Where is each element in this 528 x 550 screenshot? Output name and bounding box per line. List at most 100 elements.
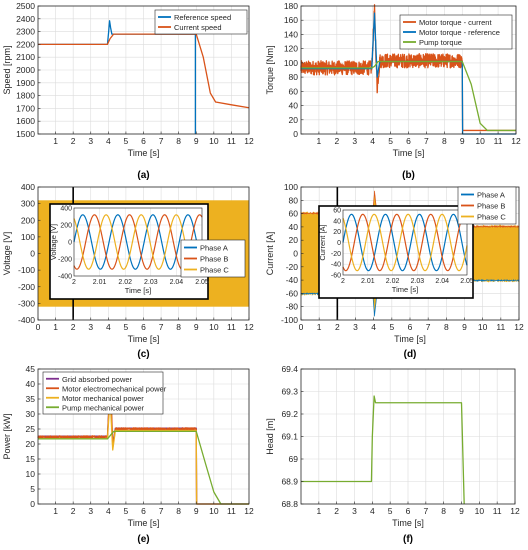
inset-x-tick: 2.01: [361, 278, 375, 285]
x-axis-label: Time [s]: [128, 518, 160, 528]
plot-series: [300, 4, 517, 135]
legend: Phase A Phase B Phase C: [457, 186, 517, 225]
x-tick-label: 8: [176, 506, 181, 516]
legend-entry: Pump mechanical power: [62, 403, 145, 412]
inset-x-tick: 2.05: [195, 279, 209, 286]
y-tick-label: 20: [289, 235, 299, 245]
x-tick-label: 6: [408, 322, 413, 332]
figure-caption: (d): [404, 349, 417, 360]
series-line-2: [38, 398, 249, 505]
y-tick-label: 2400: [16, 14, 35, 24]
inset-wave-2: [342, 213, 468, 272]
y-tick-label: 2500: [16, 1, 35, 11]
series-line-0: [300, 4, 517, 132]
inset-y-tick: 60: [333, 208, 341, 215]
x-tick-label: 6: [141, 322, 146, 332]
y-axis-label: Speed [rpm]: [2, 45, 12, 94]
x-tick-label: 3: [88, 506, 93, 516]
x-tick-label: 3: [352, 506, 357, 516]
y-tick-label: 80: [289, 72, 299, 82]
x-tick-label: 6: [141, 136, 146, 146]
x-tick-label: 0: [36, 322, 41, 332]
legend-entry: Grid absorbed power: [62, 375, 133, 384]
y-tick-label: 1700: [16, 103, 35, 113]
x-tick-label: 1: [53, 322, 58, 332]
x-tick-label: 4: [106, 322, 111, 332]
x-tick-label: 4: [370, 136, 375, 146]
inset-y-tick: -20: [331, 251, 341, 258]
inset-wave-0: [342, 213, 468, 272]
inset-y-tick: -40: [331, 262, 341, 269]
inset-x-tick: 2.03: [144, 279, 158, 286]
inset-x-tick: 2.05: [460, 278, 474, 285]
x-tick-label: 8: [444, 322, 449, 332]
x-tick-label: 11: [227, 506, 236, 516]
x-tick-label: 10: [209, 136, 219, 146]
x-tick-label: 1: [316, 506, 321, 516]
y-tick-label: 69.3: [281, 387, 298, 397]
y-tick-label: -100: [281, 315, 298, 325]
y-tick-label: 30: [26, 409, 36, 419]
y-tick-label: 100: [284, 182, 298, 192]
x-tick-label: 2: [335, 322, 340, 332]
inset-y-tick: 40: [333, 218, 341, 225]
y-tick-label: 20: [26, 439, 36, 449]
x-tick-label: 7: [426, 322, 431, 332]
x-tick-label: 9: [462, 322, 467, 332]
y-tick-label: 69.1: [281, 432, 298, 442]
series-line-1: [38, 33, 250, 109]
y-axis-label: Power [kW]: [2, 413, 12, 459]
figure-caption: (a): [137, 170, 149, 181]
x-tick-label: 8: [176, 136, 181, 146]
figure-caption: (e): [137, 534, 149, 545]
y-tick-label: 35: [26, 394, 36, 404]
y-tick-label: 100: [284, 58, 298, 68]
legend-entry: Phase B: [477, 202, 505, 211]
y-axis-label: Head [m]: [265, 418, 275, 455]
y-tick-label: 1600: [16, 116, 35, 126]
x-tick-label: 7: [423, 506, 428, 516]
y-tick-label: 0: [30, 249, 35, 259]
inset-x-tick: 2.03: [411, 278, 425, 285]
x-tick-label: 7: [159, 322, 164, 332]
y-tick-label: 2200: [16, 39, 35, 49]
y-tick-label: 200: [21, 215, 35, 225]
inset-y-tick: 0: [68, 240, 72, 247]
x-axis-label: Time [s]: [393, 148, 425, 158]
y-tick-label: 100: [21, 232, 35, 242]
y-tick-label: 300: [21, 199, 35, 209]
x-tick-label: 3: [352, 136, 357, 146]
x-tick-label: 7: [159, 506, 164, 516]
y-tick-label: -20: [286, 262, 299, 272]
y-tick-label: 1500: [16, 129, 35, 139]
inset-x-tick: 2.02: [386, 278, 400, 285]
x-tick-label: 9: [460, 136, 465, 146]
y-tick-label: 2300: [16, 27, 35, 37]
y-tick-label: 68.8: [281, 499, 298, 509]
x-tick-label: 9: [194, 136, 199, 146]
y-tick-label: 40: [289, 222, 299, 232]
y-tick-label: 140: [284, 29, 298, 39]
x-axis-label: Time [s]: [128, 334, 160, 344]
y-tick-label: 120: [284, 44, 298, 54]
x-tick-label: 7: [424, 136, 429, 146]
legend-entry: Phase C: [477, 213, 506, 222]
y-tick-label: 0: [293, 129, 298, 139]
x-tick-label: 4: [106, 136, 111, 146]
legend-entry: Pump torque: [419, 38, 462, 47]
y-tick-label: 2100: [16, 52, 35, 62]
legend-box: [42, 371, 164, 415]
x-tick-label: 12: [514, 322, 524, 332]
x-tick-label: 7: [159, 136, 164, 146]
legend-entry: Phase A: [200, 244, 228, 253]
x-tick-label: 0: [299, 322, 304, 332]
x-tick-label: 6: [406, 506, 411, 516]
y-tick-label: 25: [26, 424, 36, 434]
x-tick-label: 10: [209, 506, 219, 516]
legend-entry: Phase A: [477, 191, 505, 200]
x-tick-label: 9: [194, 506, 199, 516]
figure-caption: (b): [402, 170, 415, 181]
chart-panel-d: 0 1 2 3 4 5 6 7 8 9 10 11 12-100-80-60-40-2002040608…: [265, 182, 524, 360]
inset-wave-1: [342, 213, 468, 272]
